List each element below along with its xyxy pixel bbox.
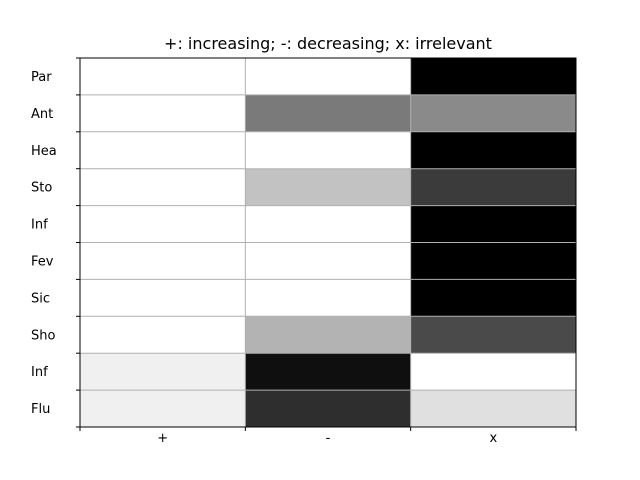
heatmap-cell — [410, 316, 577, 354]
heatmap-cell — [80, 168, 246, 207]
axis-tick-labels: Par Ant Hea Sto Inf Fev Sic Sho Inf Flu + - x — [31, 70, 497, 446]
axis-ticks — [76, 57, 577, 431]
heatmap-cells — [80, 58, 577, 428]
heatmap-cell — [245, 94, 412, 133]
heatmap-cell — [410, 94, 577, 133]
heatmap-cell — [410, 353, 577, 391]
heatmap-cell — [245, 316, 412, 354]
heatmap-cell — [410, 242, 577, 280]
heatmap-cell — [80, 353, 246, 391]
heatmap-cell — [80, 390, 246, 428]
heatmap-cell — [410, 205, 577, 243]
y-tick-label: Flu — [31, 402, 50, 417]
heatmap-cell — [410, 279, 577, 317]
heatmap-cell — [245, 168, 412, 207]
heatmap-cell — [80, 131, 246, 170]
y-tick-label: Inf — [31, 218, 48, 233]
heatmap-cell — [80, 279, 246, 317]
heatmap-cell — [245, 205, 412, 243]
y-tick-label: Sto — [31, 181, 52, 196]
y-tick-label: Par — [31, 70, 52, 85]
x-tick-label: + — [157, 431, 168, 446]
heatmap-cell — [410, 131, 577, 170]
chart-title: +: increasing; -: decreasing; x: irrelev… — [164, 34, 492, 53]
y-tick-label: Ant — [31, 107, 53, 122]
heatmap-cell — [80, 242, 246, 280]
heatmap-cell — [245, 279, 412, 317]
y-tick-label: Sho — [31, 328, 55, 343]
heatmap-cell — [245, 353, 412, 391]
heatmap-cell — [80, 94, 246, 133]
y-tick-label: Sic — [31, 291, 50, 306]
y-tick-label: Hea — [31, 144, 57, 159]
grid-lines — [80, 58, 576, 427]
heatmap-cell — [410, 168, 577, 207]
heatmap-cell — [410, 390, 577, 428]
heatmap-cell — [80, 58, 246, 96]
y-tick-label: Inf — [31, 365, 48, 380]
y-tick-label: Fev — [31, 254, 54, 269]
heatmap-cell — [245, 131, 412, 170]
heatmap-cell — [245, 242, 412, 280]
heatmap-cell — [245, 390, 412, 428]
x-tick-label: x — [489, 431, 497, 446]
heatmap-cell — [245, 58, 412, 96]
heatmap-cell — [410, 58, 577, 96]
heatmap-cell — [80, 316, 246, 354]
x-tick-label: - — [326, 431, 331, 446]
heatmap-cell — [80, 205, 246, 243]
